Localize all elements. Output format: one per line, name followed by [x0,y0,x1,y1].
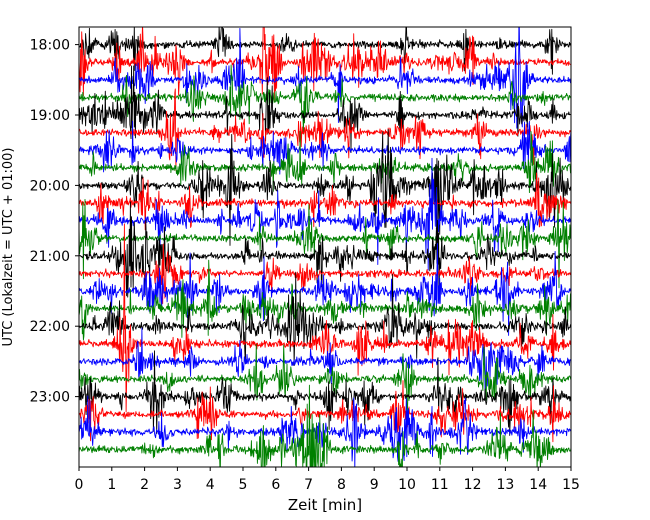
x-axis: 0 1 2 3 4 5 6 7 8 9 10 11 12 13 14 15 [75,467,580,493]
y-tick-label: 18:00 [30,38,70,54]
x-tick-label: 4 [206,477,215,493]
trace-1080 [79,27,571,75]
x-tick-label: 2 [140,477,149,493]
trace-1260 [79,201,571,298]
trace-1170 [79,120,571,175]
x-tick-label: 9 [370,477,379,493]
trace-1095 [79,27,571,102]
trace-1335 [79,223,571,413]
x-tick-label: 5 [239,477,248,493]
trace-1365 [79,343,571,413]
trace-1125 [79,64,571,135]
x-axis-label: Zeit [min] [288,496,362,514]
x-tick-label: 3 [173,477,182,493]
trace-1305 [79,259,571,341]
x-tick-label: 1 [107,477,116,493]
trace-1230 [79,157,571,271]
x-tick-label: 13 [496,477,514,493]
y-tick-label: 22:00 [30,319,70,335]
trace-1155 [79,88,571,172]
trace-1140 [79,65,571,153]
trace-1110 [79,27,571,134]
y-axis-label: UTC (Lokalzeit = UTC + 01:00) [1,148,16,347]
trace-1320 [79,272,571,367]
trace-1350 [79,327,571,397]
x-tick-label: 7 [304,477,313,493]
trace-1215 [79,172,571,231]
trace-1425 [79,384,571,467]
trace-1200 [79,129,571,246]
trace-1245 [79,198,571,289]
x-tick-label: 8 [337,477,346,493]
y-axis: 18:00 19:00 20:00 21:00 22:00 23:00 [30,38,79,406]
trace-1380 [79,350,571,436]
x-tick-label: 12 [464,477,482,493]
x-tick-label: 15 [562,477,580,493]
x-tick-label: 0 [75,477,84,493]
trace-1395 [79,380,571,446]
y-tick-label: 21:00 [30,249,70,265]
x-tick-label: 11 [431,477,449,493]
trace-1185 [79,130,571,194]
y-tick-label: 20:00 [30,178,70,194]
trace-group [79,27,571,467]
x-tick-label: 14 [529,477,547,493]
x-tick-label: 10 [398,477,416,493]
y-tick-label: 19:00 [30,108,70,124]
x-tick-label: 6 [271,477,280,493]
plot-frame [78,26,572,468]
y-tick-label: 23:00 [30,390,70,406]
trace-1290 [79,242,571,336]
